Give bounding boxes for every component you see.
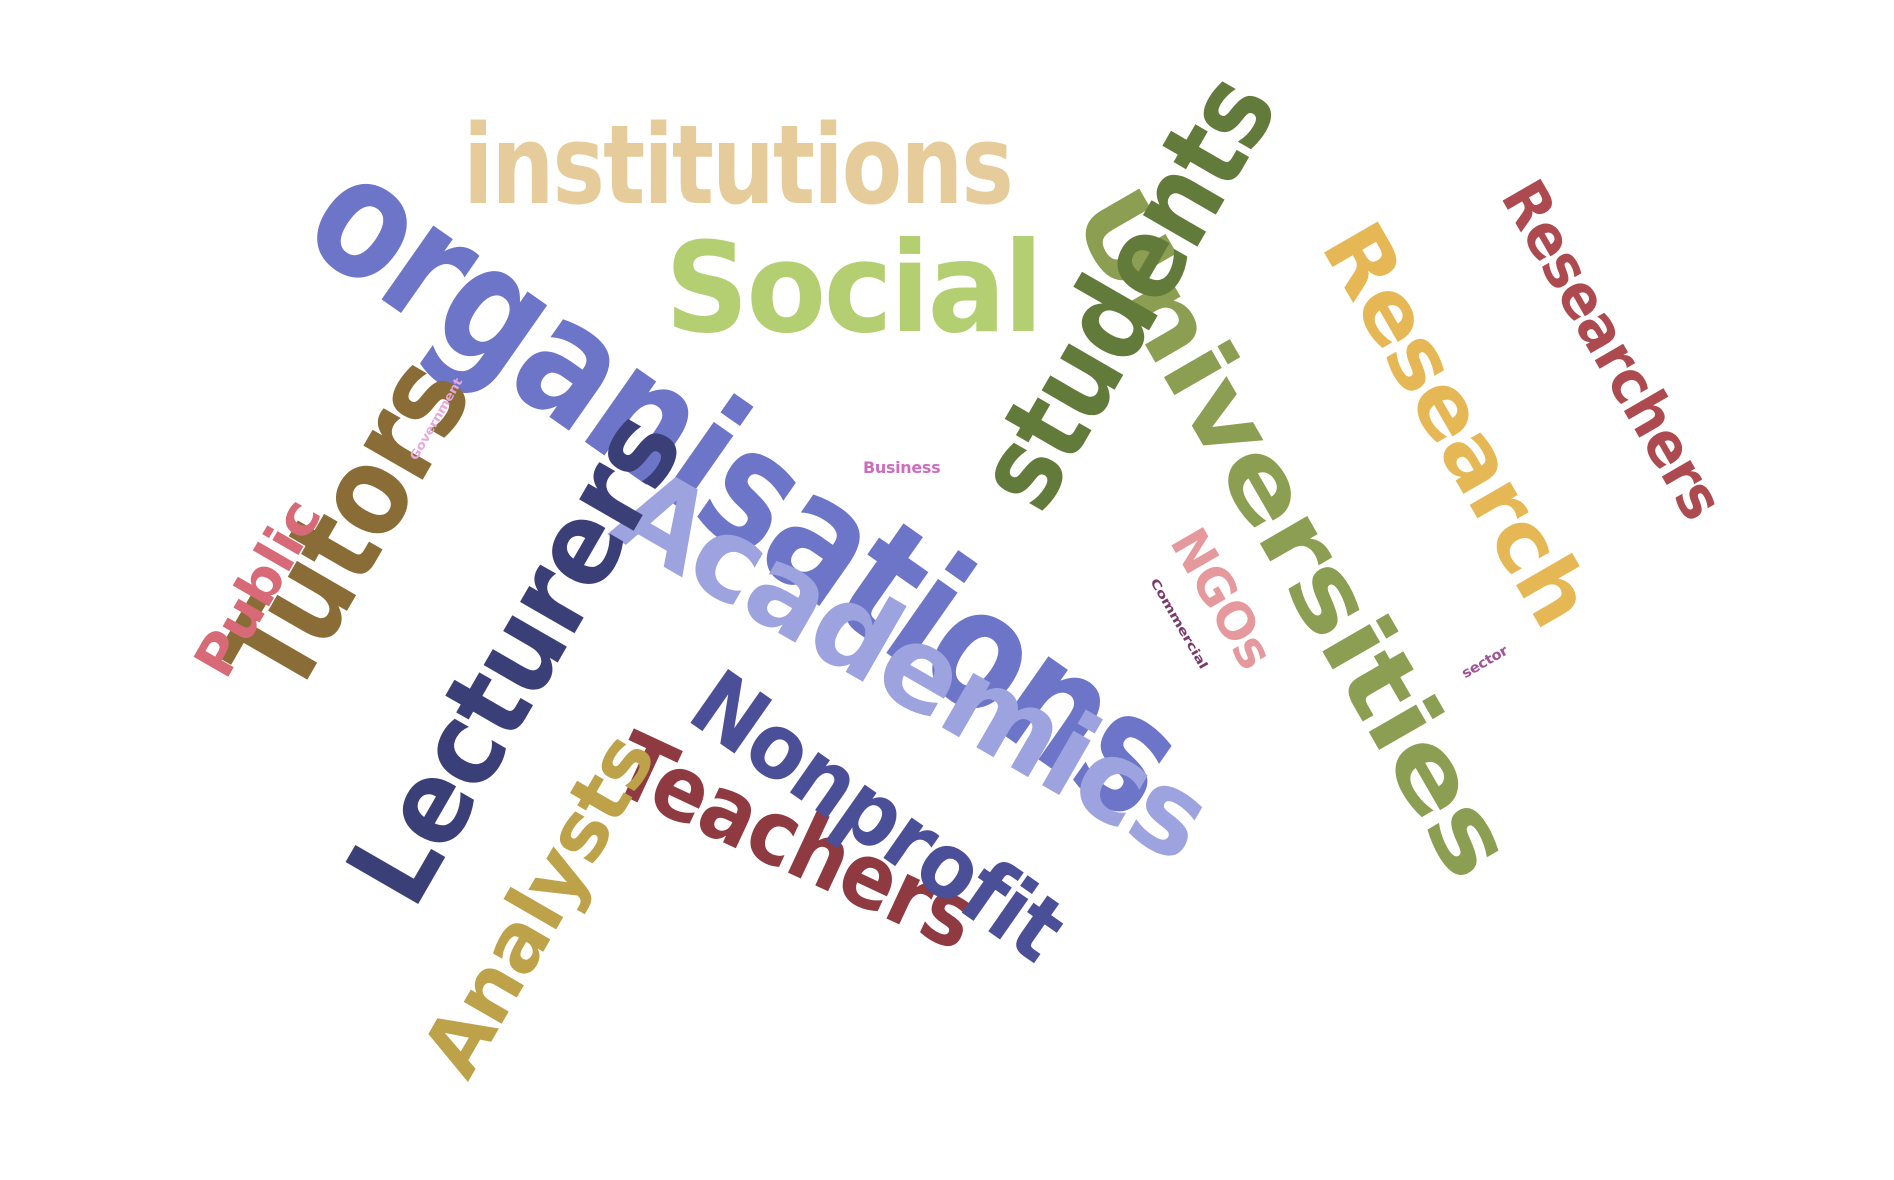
- word-social: Social: [665, 215, 1043, 361]
- word-sector: sector: [1459, 642, 1511, 682]
- word-institutions: institutions: [463, 101, 1013, 229]
- word-business: Business: [863, 458, 941, 477]
